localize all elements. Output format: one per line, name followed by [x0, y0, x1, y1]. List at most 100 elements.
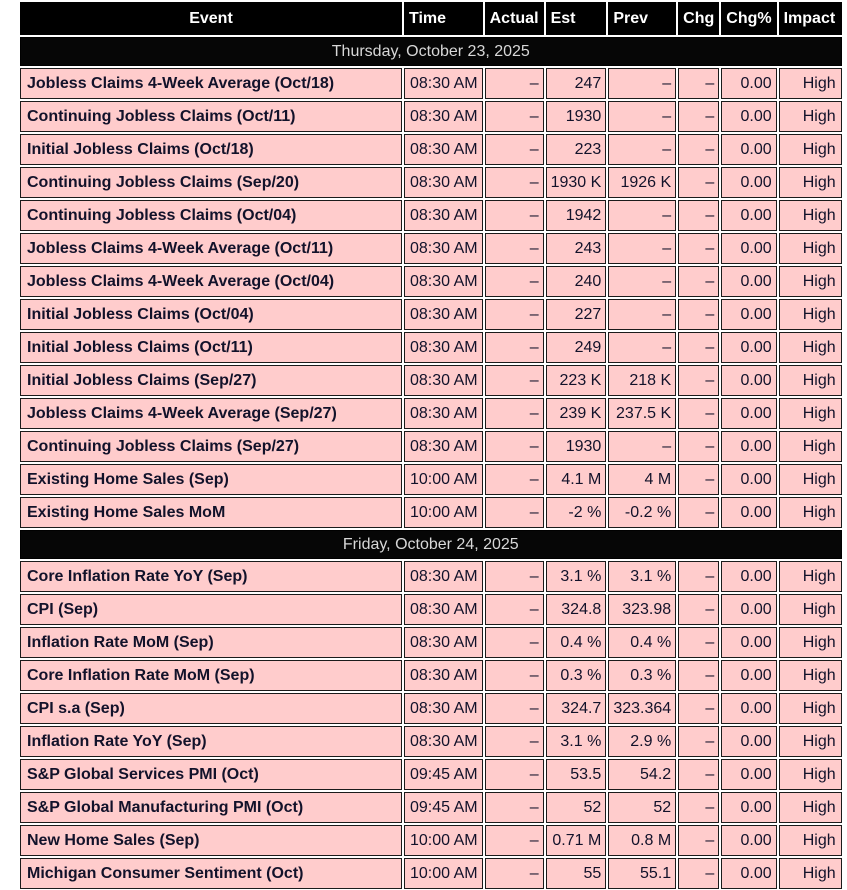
cell-prev: 55.1	[608, 858, 677, 889]
cell-time: 10:00 AM	[404, 825, 483, 856]
cell-impact: High	[778, 693, 842, 724]
cell-chg: –	[678, 627, 720, 658]
cell-chg: –	[678, 759, 720, 790]
cell-actual: –	[484, 792, 544, 823]
cell-impact: High	[778, 561, 842, 592]
cell-prev: –	[608, 68, 677, 99]
cell-prev: 323.364	[608, 693, 677, 724]
event-row: Continuing Jobless Claims (Sep/27) 08:30 …	[20, 431, 842, 462]
cell-time: 08:30 AM	[404, 660, 483, 691]
cell-impact: High	[778, 825, 842, 856]
cell-time: 08:30 AM	[404, 365, 483, 396]
cell-time: 08:30 AM	[404, 398, 483, 429]
cell-prev: 218 K	[608, 365, 677, 396]
cell-est: 1930 K	[545, 167, 607, 198]
cell-event: Inflation Rate YoY (Sep)	[20, 726, 402, 757]
cell-chg: –	[678, 167, 720, 198]
cell-actual: –	[484, 167, 544, 198]
table-body: Thursday, October 23, 2025 Jobless Claims…	[20, 37, 842, 889]
event-row: Continuing Jobless Claims (Oct/11) 08:30 …	[20, 101, 842, 132]
cell-chg_pct: 0.00	[721, 101, 777, 132]
cell-impact: High	[778, 726, 842, 757]
cell-impact: High	[778, 792, 842, 823]
cell-prev: 52	[608, 792, 677, 823]
cell-actual: –	[484, 594, 544, 625]
event-row: Core Inflation Rate MoM (Sep) 08:30 AM –0.…	[20, 660, 842, 691]
cell-event: Existing Home Sales MoM	[20, 497, 402, 528]
cell-chg: –	[678, 200, 720, 231]
cell-prev: –	[608, 299, 677, 330]
date-header-row: Friday, October 24, 2025	[20, 530, 842, 559]
cell-est: -2 %	[545, 497, 607, 528]
cell-actual: –	[484, 299, 544, 330]
date-label: Friday, October 24, 2025	[20, 530, 842, 559]
event-row: S&P Global Services PMI (Oct) 09:45 AM –53…	[20, 759, 842, 790]
cell-chg: –	[678, 134, 720, 165]
cell-est: 0.3 %	[545, 660, 607, 691]
cell-chg: –	[678, 68, 720, 99]
cell-impact: High	[778, 200, 842, 231]
event-row: S&P Global Manufacturing PMI (Oct) 09:45 …	[20, 792, 842, 823]
cell-prev: 1926 K	[608, 167, 677, 198]
cell-chg_pct: 0.00	[721, 332, 777, 363]
cell-impact: High	[778, 398, 842, 429]
event-row: New Home Sales (Sep) 10:00 AM –0.71 M 0.8 M…	[20, 825, 842, 856]
cell-event: Core Inflation Rate YoY (Sep)	[20, 561, 402, 592]
cell-prev: –	[608, 134, 677, 165]
cell-prev: 0.4 %	[608, 627, 677, 658]
cell-prev: –	[608, 200, 677, 231]
cell-chg_pct: 0.00	[721, 464, 777, 495]
cell-chg_pct: 0.00	[721, 660, 777, 691]
cell-chg: –	[678, 660, 720, 691]
cell-actual: –	[484, 759, 544, 790]
cell-actual: –	[484, 693, 544, 724]
cell-chg_pct: 0.00	[721, 561, 777, 592]
cell-chg: –	[678, 792, 720, 823]
cell-actual: –	[484, 497, 544, 528]
cell-chg_pct: 0.00	[721, 792, 777, 823]
cell-prev: 3.1 %	[608, 561, 677, 592]
cell-impact: High	[778, 365, 842, 396]
cell-prev: 0.3 %	[608, 660, 677, 691]
cell-est: 240	[545, 266, 607, 297]
cell-actual: –	[484, 726, 544, 757]
cell-time: 10:00 AM	[404, 497, 483, 528]
cell-event: CPI s.a (Sep)	[20, 693, 402, 724]
cell-event: Initial Jobless Claims (Oct/18)	[20, 134, 402, 165]
cell-actual: –	[484, 398, 544, 429]
cell-event: Core Inflation Rate MoM (Sep)	[20, 660, 402, 691]
cell-event: S&P Global Services PMI (Oct)	[20, 759, 402, 790]
cell-time: 09:45 AM	[404, 759, 483, 790]
cell-chg: –	[678, 398, 720, 429]
cell-chg: –	[678, 726, 720, 757]
cell-event: S&P Global Manufacturing PMI (Oct)	[20, 792, 402, 823]
cell-chg_pct: 0.00	[721, 627, 777, 658]
date-label: Thursday, October 23, 2025	[20, 37, 842, 66]
cell-event: Initial Jobless Claims (Oct/04)	[20, 299, 402, 330]
cell-impact: High	[778, 167, 842, 198]
cell-time: 09:45 AM	[404, 792, 483, 823]
cell-event: Jobless Claims 4-Week Average (Oct/04)	[20, 266, 402, 297]
cell-time: 08:30 AM	[404, 134, 483, 165]
date-header-row: Thursday, October 23, 2025	[20, 37, 842, 66]
cell-actual: –	[484, 134, 544, 165]
column-header-time: Time	[404, 2, 483, 35]
cell-chg_pct: 0.00	[721, 200, 777, 231]
cell-est: 55	[545, 858, 607, 889]
cell-est: 52	[545, 792, 607, 823]
cell-event: Inflation Rate MoM (Sep)	[20, 627, 402, 658]
cell-event: Continuing Jobless Claims (Sep/20)	[20, 167, 402, 198]
cell-actual: –	[484, 431, 544, 462]
cell-est: 243	[545, 233, 607, 264]
cell-chg_pct: 0.00	[721, 693, 777, 724]
cell-impact: High	[778, 134, 842, 165]
event-row: Inflation Rate MoM (Sep) 08:30 AM –0.4 % 0.…	[20, 627, 842, 658]
cell-chg_pct: 0.00	[721, 167, 777, 198]
event-row: Existing Home Sales MoM 10:00 AM – -2 % -0.2…	[20, 497, 842, 528]
cell-time: 08:30 AM	[404, 693, 483, 724]
event-row: Continuing Jobless Claims (Oct/04) 08:30 …	[20, 200, 842, 231]
cell-chg_pct: 0.00	[721, 134, 777, 165]
cell-chg: –	[678, 693, 720, 724]
column-header-chg: Chg	[678, 2, 720, 35]
